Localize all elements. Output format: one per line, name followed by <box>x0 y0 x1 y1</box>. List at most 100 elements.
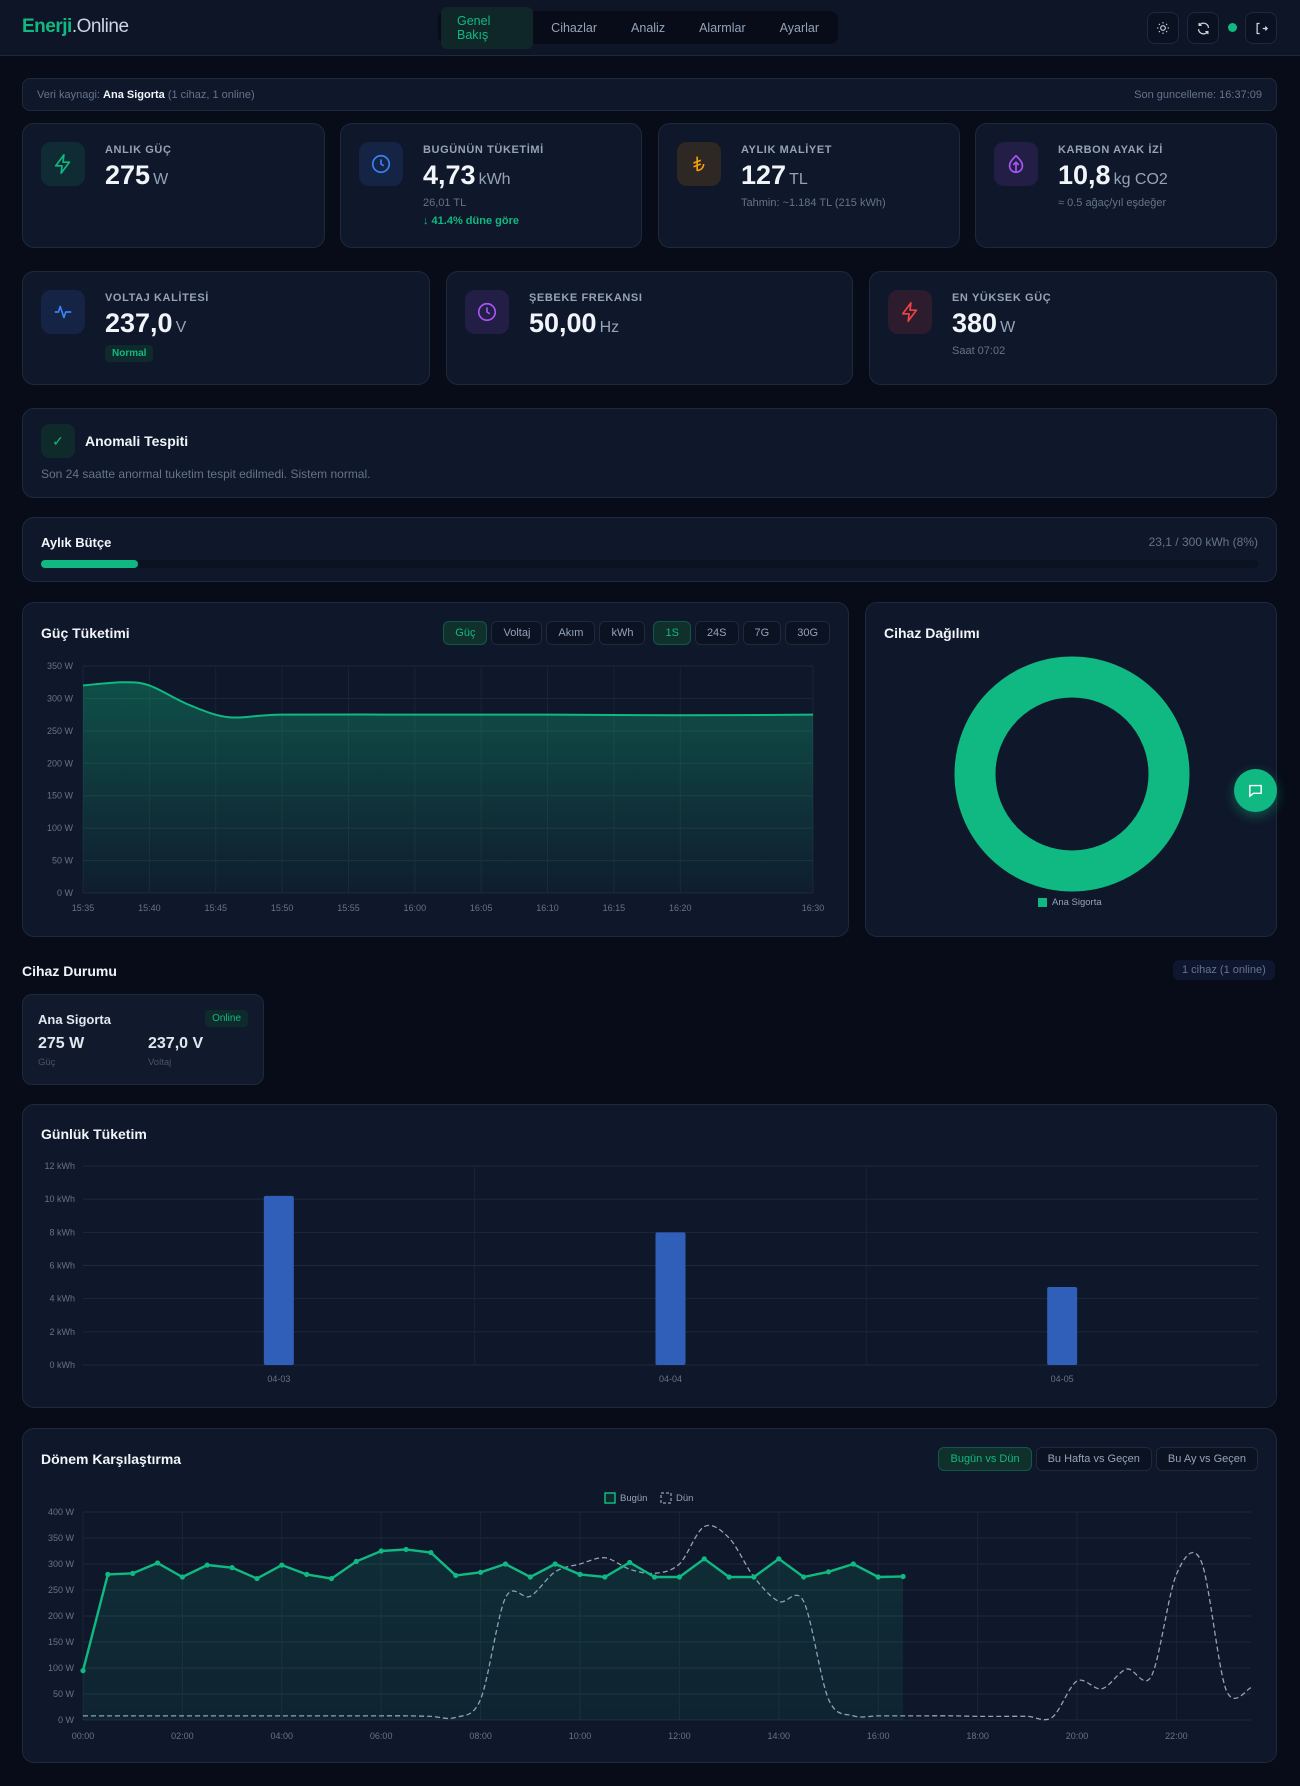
series-bugun-point[interactable] <box>80 1668 86 1674</box>
stat-content: VOLTAJ KALİTESİ 237,0 V Normal <box>105 292 209 362</box>
series-bugun-point[interactable] <box>428 1549 434 1556</box>
stat-unit: TL <box>789 171 808 188</box>
metric-button-3[interactable]: kWh <box>599 621 646 645</box>
source-detail: (1 cihaz, 1 online) <box>167 89 255 101</box>
y-tick-label: 250 W <box>48 1585 75 1595</box>
legend-label-bugun[interactable]: Bugün <box>620 1493 647 1504</box>
x-tick-label: 16:00 <box>867 1731 890 1741</box>
nav-tab-4[interactable]: Ayarlar <box>779 20 819 35</box>
series-bugun-point[interactable] <box>602 1574 608 1580</box>
y-tick-label: 150 W <box>48 1637 75 1647</box>
series-bugun-point[interactable] <box>527 1574 533 1580</box>
y-tick-label: 6 kWh <box>49 1261 75 1271</box>
chat-button[interactable] <box>1234 769 1277 812</box>
compare-chart-title: Dönem Karşılaştırma <box>41 1451 182 1467</box>
series-bugun-point[interactable] <box>801 1574 807 1580</box>
compare-button-2[interactable]: Bu Ay vs Geçen <box>1155 1447 1258 1471</box>
legend-label-dun[interactable]: Dün <box>676 1493 693 1504</box>
x-tick-label: 04-03 <box>267 1374 290 1384</box>
series-bugun-point[interactable] <box>701 1556 707 1562</box>
x-tick-label: 10:00 <box>569 1731 592 1741</box>
nav-tab-0[interactable]: Genel Bakış <box>441 6 534 49</box>
series-bugun-point[interactable] <box>478 1569 484 1575</box>
series-bugun-point[interactable] <box>825 1569 832 1575</box>
range-button-0[interactable]: 1S <box>653 621 691 645</box>
nav-tab-3[interactable]: Alarmlar <box>699 20 746 35</box>
series-bugun-point[interactable] <box>726 1574 732 1580</box>
metric-button-2[interactable]: Akım <box>546 621 596 645</box>
series-bugun-point[interactable] <box>577 1571 583 1577</box>
stat-subtext: 26,01 TL <box>423 197 467 209</box>
range-button-1[interactable]: 24S <box>694 621 739 645</box>
stat-content: AYLIK MALİYET 127 TL Tahmin: ~1.184 TL (215… <box>741 144 886 209</box>
stat-card-1: BUGÜNÜN TÜKETİMİ 4,73 kWh 26,01 TL ↓ 41.4% d… <box>340 123 642 248</box>
compare-button-0[interactable]: Bugün vs Dün <box>938 1447 1032 1471</box>
stat-unit: Hz <box>599 319 620 336</box>
stat-unit: V <box>175 319 187 336</box>
series-bugun-point[interactable] <box>552 1561 558 1567</box>
stat-value-row: 50,00 Hz <box>529 308 643 339</box>
series-bugun-point[interactable] <box>850 1561 856 1567</box>
device-status-badge: Online <box>205 1010 248 1027</box>
x-tick-label: 14:00 <box>768 1731 791 1741</box>
x-tick-label: 12:00 <box>668 1731 691 1741</box>
series-bugun-point[interactable] <box>279 1562 285 1568</box>
series-bugun-point[interactable] <box>328 1575 335 1582</box>
compare-button-1[interactable]: Bu Hafta vs Geçen <box>1035 1447 1152 1471</box>
series-bugun-point[interactable] <box>453 1572 459 1579</box>
series-bugun-point[interactable] <box>254 1575 260 1582</box>
series-bugun-point[interactable] <box>130 1570 136 1576</box>
y-tick-label: 200 W <box>47 758 74 768</box>
bar-04-05[interactable] <box>1047 1287 1078 1365</box>
series-bugun-point[interactable] <box>875 1574 881 1580</box>
sun-icon <box>1157 22 1169 34</box>
series-bugun-point[interactable] <box>353 1558 359 1564</box>
series-bugun-point[interactable] <box>304 1571 310 1577</box>
metric-button-1[interactable]: Voltaj <box>491 621 543 645</box>
x-tick-label: 16:30 <box>802 903 825 913</box>
range-button-2[interactable]: 7G <box>742 621 782 645</box>
device-card[interactable]: Ana Sigorta Online 275 W Güç 237,0 V Vol… <box>22 994 264 1085</box>
refresh-icon <box>1197 22 1209 34</box>
series-bugun-point[interactable] <box>776 1556 782 1562</box>
series-bugun-point[interactable] <box>676 1574 683 1580</box>
refresh-button[interactable] <box>1187 12 1219 44</box>
y-tick-label: 300 W <box>47 693 74 703</box>
range-button-3[interactable]: 30G <box>785 621 830 645</box>
theme-toggle-button[interactable] <box>1147 12 1179 44</box>
pulse-icon <box>41 290 85 334</box>
y-tick-label: 12 kWh <box>44 1161 75 1171</box>
series-bugun-point[interactable] <box>502 1561 509 1567</box>
series-bugun-point[interactable] <box>403 1546 409 1553</box>
x-tick-label: 02:00 <box>171 1731 194 1741</box>
metric-button-0[interactable]: Güç <box>443 621 488 645</box>
series-bugun-point[interactable] <box>627 1559 633 1566</box>
series-bugun-point[interactable] <box>900 1573 906 1580</box>
nav-tab-1[interactable]: Cihazlar <box>551 20 598 35</box>
x-tick-label: 22:00 <box>1165 1731 1188 1741</box>
nav-tab-2[interactable]: Analiz <box>631 20 666 35</box>
series-bugun-point[interactable] <box>204 1562 210 1568</box>
y-tick-label: 100 W <box>48 1663 75 1673</box>
bar-04-03[interactable] <box>263 1195 294 1365</box>
series-bugun-point[interactable] <box>179 1574 185 1580</box>
donut-slice-ana-sigorta[interactable] <box>954 656 1190 892</box>
x-tick-label: 15:35 <box>72 903 95 913</box>
logout-button[interactable] <box>1245 12 1277 44</box>
bar-04-04[interactable] <box>655 1232 686 1365</box>
lira-icon <box>677 142 721 186</box>
connection-status-dot <box>1228 23 1237 32</box>
budget-progress-track <box>41 560 1258 568</box>
series-bugun-point[interactable] <box>751 1574 757 1580</box>
series-bugun-point[interactable] <box>154 1560 161 1566</box>
series-bugun-point[interactable] <box>229 1565 235 1571</box>
series-bugun-point[interactable] <box>651 1574 658 1580</box>
distribution-card: Cihaz Dağılımı Ana Sigorta <box>865 602 1277 937</box>
series-bugun-point[interactable] <box>105 1571 111 1577</box>
y-tick-label: 150 W <box>47 791 74 801</box>
donut-legend[interactable]: Ana Sigorta <box>1038 897 1102 908</box>
series-bugun-point[interactable] <box>378 1548 384 1554</box>
stat-value-row: 127 TL <box>741 160 886 191</box>
logo[interactable]: Enerji.Online <box>22 16 129 37</box>
stat-subtext: ≈ 0.5 ağaç/yıl eşdeğer <box>1058 197 1167 209</box>
